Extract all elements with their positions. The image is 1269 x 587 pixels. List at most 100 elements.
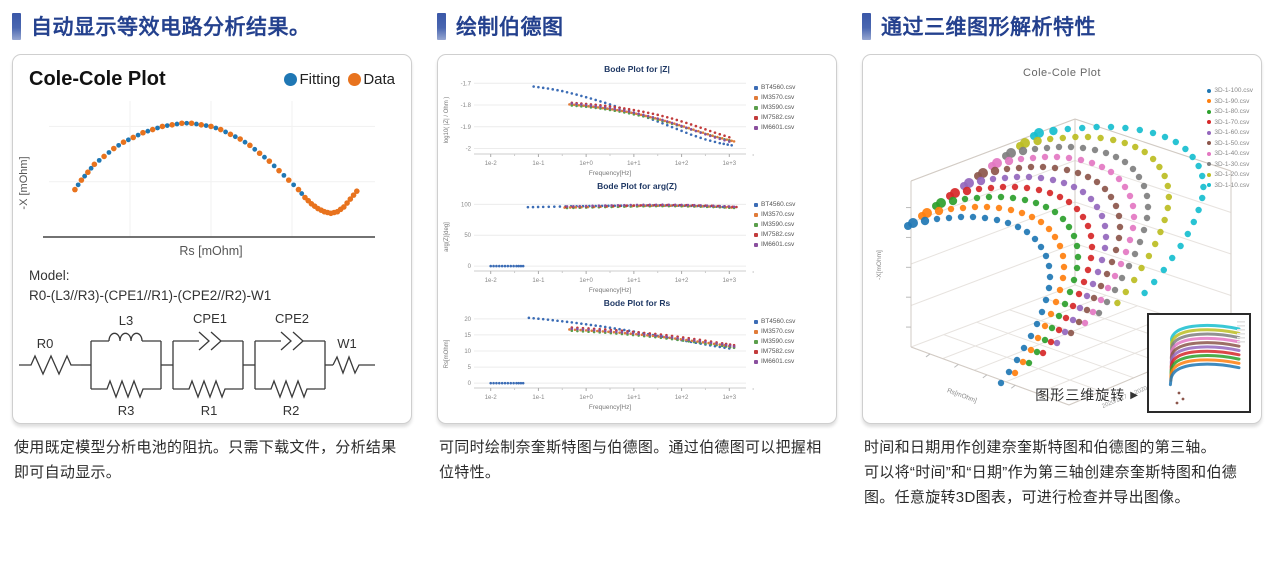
wall-gridline — [1074, 201, 1232, 255]
series-point — [627, 110, 631, 113]
series-point — [936, 198, 946, 208]
legend-item-data: Data — [348, 71, 395, 88]
series-point — [558, 205, 562, 208]
series-point — [983, 203, 991, 211]
y-tick-label: -1.7 — [461, 81, 472, 87]
series-point — [570, 102, 574, 105]
series-point — [707, 341, 710, 345]
series-point — [1136, 238, 1144, 246]
series-point — [656, 117, 660, 120]
x-tick-label: 1e-1 — [532, 395, 545, 401]
series-point — [1045, 284, 1053, 292]
series-point — [1093, 178, 1101, 186]
series-point — [712, 342, 716, 346]
series-point — [933, 215, 941, 223]
series-point — [1027, 346, 1035, 354]
series-point — [1070, 183, 1078, 191]
series-point — [732, 140, 736, 143]
series-point — [1165, 193, 1173, 201]
series-point — [723, 134, 726, 138]
series-point — [679, 338, 683, 341]
series-point — [506, 264, 510, 268]
accent-bar-icon — [12, 12, 21, 40]
legend-entry: IM3570.csv — [754, 211, 816, 218]
section-title-2: 绘制伯德图 — [456, 16, 564, 39]
series-point — [603, 325, 607, 329]
fitting-point — [194, 121, 199, 127]
section-header-1: 自动显示等效电路分析结果。 — [12, 8, 412, 44]
series-point — [1141, 148, 1148, 156]
series-point — [632, 111, 636, 114]
series-point — [1102, 149, 1110, 157]
data-point — [256, 150, 263, 157]
rotated-view-thumbnail[interactable] — [1147, 313, 1251, 413]
series-point — [546, 318, 550, 321]
series-point — [993, 216, 1001, 224]
x-tick-label: 1e-2 — [485, 278, 498, 284]
series-point — [1027, 163, 1035, 171]
series-point — [639, 204, 643, 207]
feature-row: 自动显示等效电路分析结果。 Cole-Cole Plot Fitting Dat… — [12, 8, 1262, 506]
y-axis-label: log10( |Z| / Ohm ) — [444, 97, 450, 144]
series-point — [580, 94, 583, 98]
data-point — [247, 142, 253, 149]
series-point — [1031, 145, 1039, 153]
series-point — [599, 324, 602, 328]
x-axis-label: Frequency[Hz] — [589, 170, 631, 177]
legend-entry: 3D-1-70.csv — [1207, 119, 1253, 126]
series-point — [584, 95, 588, 99]
series-point — [581, 328, 585, 331]
series-point — [1077, 156, 1085, 164]
series-point — [616, 203, 620, 207]
series-point — [662, 335, 666, 339]
series-point — [1055, 143, 1063, 151]
series-point — [693, 203, 696, 207]
series-point — [649, 115, 652, 119]
series-point — [584, 322, 588, 326]
series-point — [640, 333, 644, 337]
series-point — [497, 381, 501, 385]
series-point — [708, 139, 712, 142]
rotate-3d-hint[interactable]: 图形三维旋转 ▶ — [1035, 385, 1139, 405]
series-point — [625, 110, 629, 114]
series-point — [521, 381, 525, 385]
series-point — [1189, 153, 1196, 161]
series-point — [526, 205, 530, 209]
series-point — [1079, 144, 1087, 152]
series-point — [1037, 218, 1045, 226]
legend-fitting-label: Fitting — [299, 71, 341, 88]
series-point — [546, 87, 550, 90]
series-point — [704, 128, 707, 131]
series-point — [519, 264, 523, 268]
series-point — [1097, 282, 1105, 290]
series-point — [713, 140, 717, 144]
series-point — [1052, 298, 1060, 306]
legend-marker-icon — [754, 222, 758, 227]
x-tick-label: 1e+2 — [675, 278, 689, 284]
series-point — [1160, 266, 1167, 274]
series-point — [718, 345, 722, 349]
series-point — [1065, 154, 1073, 162]
series-point — [609, 330, 613, 333]
series-point — [727, 140, 731, 143]
series-point — [1019, 358, 1027, 366]
series-point — [1184, 230, 1191, 238]
series-point — [1059, 134, 1066, 142]
series-point — [632, 204, 636, 207]
series-point — [503, 264, 507, 268]
legend-file-name: BT4560.csv — [761, 201, 796, 208]
legend-entry: 3D-1-30.csv — [1207, 161, 1253, 168]
section-header-3: 通过三维图形解析特性 — [862, 8, 1262, 44]
series-point — [1103, 270, 1111, 278]
series-point — [565, 90, 569, 94]
series-point — [1161, 172, 1168, 180]
series-point — [627, 107, 631, 111]
series-point — [506, 381, 510, 385]
series-point — [1039, 163, 1047, 171]
series-point — [618, 327, 621, 331]
series-point — [999, 183, 1007, 191]
series-point — [492, 381, 495, 385]
series-point — [1093, 123, 1100, 131]
series-point — [1084, 222, 1092, 230]
series-point — [715, 342, 718, 345]
